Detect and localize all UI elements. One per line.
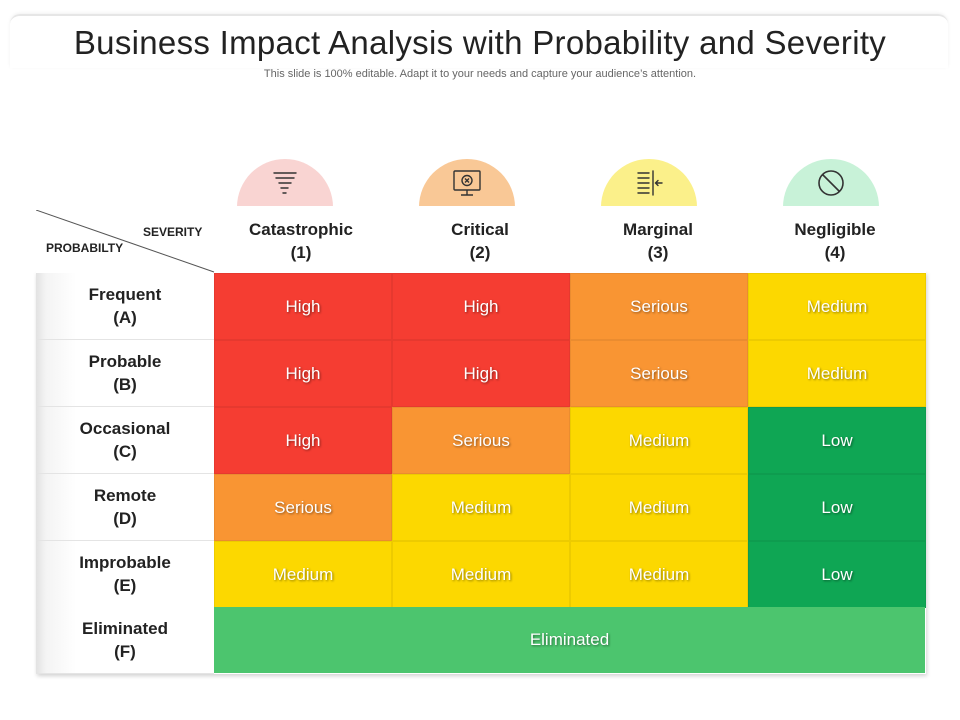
- risk-cell: Medium: [748, 273, 926, 340]
- monitor-x-icon: [453, 170, 481, 196]
- row-name: Improbable: [79, 553, 171, 572]
- column-code: (1): [290, 243, 312, 262]
- row-header-frequent: Frequent (A): [36, 273, 214, 340]
- risk-cell: Serious: [570, 340, 748, 407]
- risk-cell: Medium: [570, 474, 748, 541]
- row-name: Eliminated: [82, 619, 168, 638]
- column-name: Marginal: [623, 220, 693, 239]
- risk-cell: High: [214, 273, 392, 340]
- row-header-probable: Probable (B): [36, 340, 214, 407]
- risk-cell: Low: [748, 407, 926, 474]
- eliminated-cell: Eliminated: [214, 607, 925, 673]
- column-code: (2): [469, 243, 491, 262]
- prohibited-icon: [818, 170, 844, 196]
- risk-cell: High: [392, 340, 570, 407]
- row-code: (F): [114, 642, 136, 661]
- row-code: (D): [113, 509, 137, 528]
- risk-cell: Medium: [392, 541, 570, 608]
- page-title: Business Impact Analysis with Probabilit…: [73, 24, 887, 61]
- column-header-critical: Critical (2): [391, 218, 569, 264]
- row-name: Frequent: [88, 285, 162, 304]
- risk-cell: High: [214, 407, 392, 474]
- row-code: (B): [113, 375, 137, 394]
- row-code: (E): [113, 576, 137, 595]
- tornado-icon: [273, 172, 297, 194]
- risk-cell: Medium: [214, 541, 392, 608]
- row-name: Occasional: [79, 419, 171, 438]
- row-header-improbable: Improbable (E): [36, 541, 214, 608]
- column-header-catastrophic: Catastrophic (1): [212, 218, 390, 264]
- title-bar-frame: [10, 14, 948, 68]
- risk-cell: Medium: [570, 407, 748, 474]
- row-header-remote: Remote (D): [36, 474, 214, 541]
- page-subtitle: This slide is 100% editable. Adapt it to…: [263, 68, 697, 80]
- column-name: Critical: [451, 220, 509, 239]
- risk-cell: High: [392, 273, 570, 340]
- row-name: Probable: [88, 352, 162, 371]
- column-header-marginal: Marginal (3): [569, 218, 747, 264]
- risk-cell: High: [214, 340, 392, 407]
- risk-cell: Serious: [392, 407, 570, 474]
- corner-diagonal: [36, 210, 215, 273]
- risk-cell: Medium: [570, 541, 748, 608]
- risk-cell: Low: [748, 474, 926, 541]
- risk-cell: Serious: [570, 273, 748, 340]
- row-name: Remote: [93, 486, 157, 505]
- column-name: Catastrophic: [249, 220, 353, 239]
- row-header-eliminated: Eliminated (F): [36, 607, 214, 674]
- column-name: Negligible: [794, 220, 876, 239]
- severity-axis-label: SEVERITY: [143, 225, 203, 239]
- row-code: (A): [113, 308, 137, 327]
- risk-cell: Medium: [392, 474, 570, 541]
- risk-cell: Low: [748, 541, 926, 608]
- risk-cell: Medium: [748, 340, 926, 407]
- severity-header-band: [36, 206, 926, 272]
- column-code: (3): [647, 243, 669, 262]
- row-header-occasional: Occasional (C): [36, 407, 214, 474]
- row-code: (C): [113, 442, 137, 461]
- risk-cell: Serious: [214, 474, 392, 541]
- align-arrow-icon: [637, 170, 663, 196]
- probability-axis-label: PROBABILTY: [46, 241, 124, 255]
- column-header-negligible: Negligible (4): [746, 218, 924, 264]
- column-code: (4): [824, 243, 846, 262]
